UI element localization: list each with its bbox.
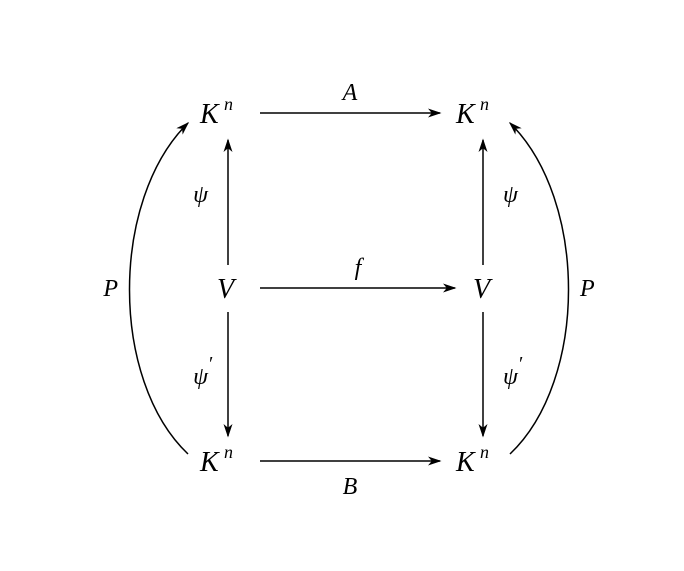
node-sup: n — [480, 94, 489, 114]
node-sup: n — [480, 442, 489, 462]
label-P-left: P — [102, 276, 118, 302]
node-label: V — [473, 274, 493, 305]
node-sup: n — [224, 94, 233, 114]
label-B: B — [343, 474, 358, 500]
arrow-P-left — [130, 123, 189, 454]
node-top-left: K n — [199, 94, 233, 130]
label-psi-right: ψ — [503, 182, 519, 208]
node-bot-left: K n — [199, 442, 233, 478]
prime-char: ′ — [519, 353, 523, 375]
node-sup: n — [224, 442, 233, 462]
label-A: A — [341, 80, 358, 106]
node-label: K — [199, 99, 220, 130]
label-psi-left: ψ — [193, 182, 209, 208]
node-label: K — [199, 447, 220, 478]
node-mid-right: V — [473, 274, 493, 305]
label-psiprime-left: ψ ′ — [193, 353, 213, 390]
label-psiprime-right: ψ ′ — [503, 353, 523, 390]
node-top-right: K n — [455, 94, 489, 130]
psi-char: ψ — [193, 364, 209, 390]
node-label: K — [455, 447, 476, 478]
label-P-right: P — [579, 276, 595, 302]
label-f: f — [355, 255, 365, 281]
arrow-P-right — [510, 123, 569, 454]
prime-char: ′ — [209, 353, 213, 375]
node-label: K — [455, 99, 476, 130]
node-label: V — [217, 274, 237, 305]
node-bot-right: K n — [455, 442, 489, 478]
node-mid-left: V — [217, 274, 237, 305]
psi-char: ψ — [503, 364, 519, 390]
